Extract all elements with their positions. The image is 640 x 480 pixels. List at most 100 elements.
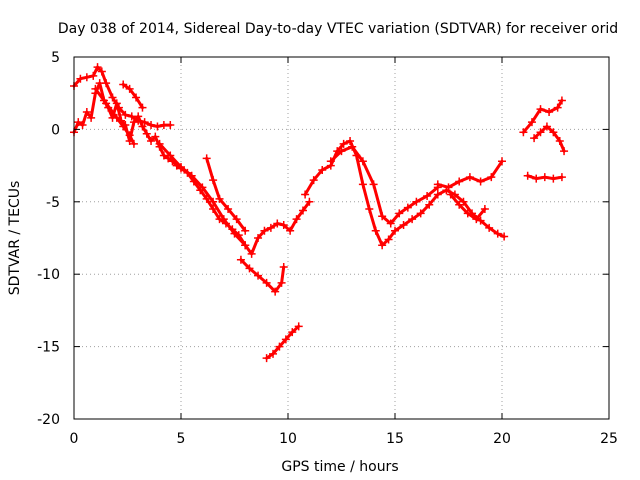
series-track-b	[202, 154, 250, 235]
data-point	[433, 180, 442, 189]
y-tick-label: -15	[37, 340, 60, 356]
series-track-late-c	[523, 171, 566, 183]
data-point	[298, 206, 307, 215]
data-point	[423, 192, 432, 201]
y-axis-label: SDTVAR / TECUs	[7, 181, 23, 296]
data-point	[365, 205, 374, 214]
data-point	[279, 262, 288, 271]
series-track-mid-day-b	[326, 142, 442, 228]
data-point	[399, 220, 408, 229]
y-tick-label: -5	[46, 195, 60, 211]
data-point	[500, 232, 509, 241]
data-point	[309, 176, 318, 185]
data-point	[254, 234, 263, 242]
data-point	[279, 220, 288, 229]
data-point	[536, 105, 545, 114]
data-point	[127, 112, 136, 121]
data-point	[527, 118, 536, 127]
data-point	[125, 131, 134, 140]
data-point	[480, 205, 489, 214]
data-point	[260, 226, 269, 235]
data-point	[498, 157, 506, 166]
y-tick-label: -10	[37, 267, 60, 283]
data-point	[346, 136, 355, 145]
data-point	[433, 190, 442, 199]
data-point	[472, 215, 481, 224]
data-point	[286, 226, 295, 235]
data-point	[540, 173, 549, 182]
series-track-upper	[70, 63, 175, 131]
series-line	[239, 258, 286, 294]
data-point	[114, 103, 123, 112]
data-point	[151, 132, 160, 141]
data-point	[271, 287, 280, 296]
data-point	[254, 271, 263, 280]
data-point	[266, 223, 275, 232]
data-point	[275, 342, 284, 351]
data-point	[78, 121, 87, 130]
data-point	[138, 122, 147, 131]
data-point	[301, 190, 310, 199]
plot-frame	[73, 56, 610, 420]
series-track-late-b	[530, 122, 569, 156]
data-point	[93, 63, 102, 72]
series-layer	[70, 63, 569, 363]
data-point	[91, 84, 100, 93]
data-point	[318, 165, 327, 174]
data-point	[536, 128, 545, 137]
data-point	[247, 249, 256, 258]
data-point	[76, 74, 85, 83]
data-point	[273, 219, 282, 228]
data-point	[455, 177, 464, 186]
data-point	[119, 80, 128, 89]
series-track-mid-day	[301, 136, 509, 250]
data-point	[215, 194, 224, 203]
data-point	[129, 139, 138, 148]
data-point	[219, 215, 228, 224]
data-point	[412, 197, 421, 206]
data-point	[549, 174, 558, 183]
data-point	[269, 349, 278, 358]
data-point	[241, 241, 250, 250]
data-point	[358, 180, 367, 189]
y-tick-label: 0	[51, 122, 60, 138]
data-point	[97, 67, 106, 76]
data-point	[446, 190, 455, 199]
x-tick-label: 25	[600, 431, 618, 447]
data-point	[542, 122, 551, 131]
data-point	[102, 99, 111, 108]
data-point	[455, 200, 464, 209]
series-track-lower	[155, 139, 250, 250]
data-point	[202, 154, 211, 163]
data-point	[487, 173, 496, 182]
x-tick-label: 0	[70, 431, 79, 447]
data-point	[241, 226, 250, 235]
data-point	[82, 73, 91, 82]
data-point	[459, 197, 468, 206]
series-line	[205, 156, 247, 233]
data-point	[378, 212, 387, 221]
data-point	[230, 229, 239, 238]
data-point	[463, 209, 472, 218]
data-point	[403, 203, 412, 212]
data-point	[147, 121, 156, 130]
data-point	[177, 163, 185, 172]
data-point	[166, 121, 175, 130]
series-track-dip	[236, 255, 288, 296]
data-point	[198, 183, 207, 192]
data-point	[209, 205, 218, 214]
series-track-evening-b	[446, 190, 489, 224]
data-point	[209, 197, 218, 206]
data-point	[408, 215, 417, 224]
data-point	[485, 223, 494, 232]
data-point	[277, 278, 286, 287]
data-point	[555, 136, 564, 145]
data-point	[530, 134, 539, 143]
data-point	[245, 264, 254, 273]
data-point	[294, 322, 303, 331]
y-tick-label: 5	[51, 50, 60, 66]
series-line	[521, 98, 564, 134]
series-track-evening	[433, 157, 506, 192]
data-point	[112, 113, 121, 122]
